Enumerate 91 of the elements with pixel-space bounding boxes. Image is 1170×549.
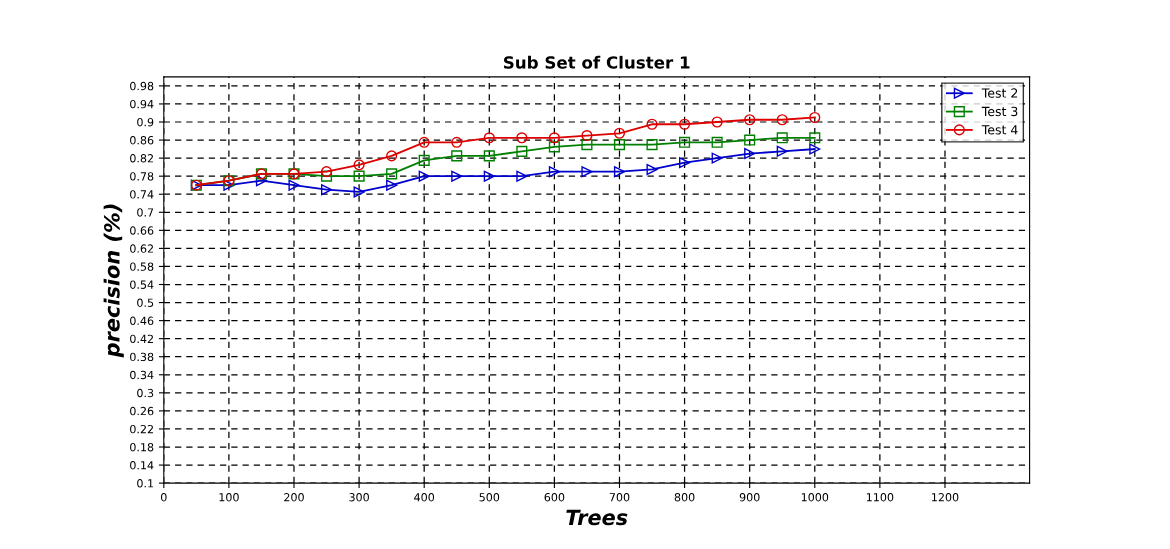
y-tick-label: 0.66	[130, 226, 154, 235]
point	[613, 139, 626, 151]
y-tick-label: 0.86	[130, 136, 154, 145]
point	[386, 168, 398, 180]
chart-title: Sub Set of Cluster 1	[504, 55, 690, 69]
point	[679, 136, 691, 148]
y-tick-label: 0.46	[130, 316, 154, 325]
point	[451, 150, 463, 162]
point	[288, 179, 300, 191]
x-tick-label: 1100	[866, 493, 894, 502]
point	[516, 132, 528, 144]
y-tick-label: 0.74	[130, 190, 154, 199]
y-tick-label: 0.3	[137, 388, 154, 398]
point	[679, 118, 691, 130]
x-tick-label: 900	[739, 493, 760, 502]
y-tick-label: 0.22	[130, 424, 153, 434]
y-tick-label: 0.26	[130, 406, 154, 416]
point	[581, 129, 593, 142]
point	[776, 145, 788, 157]
point	[809, 143, 821, 155]
point	[548, 166, 560, 178]
point	[386, 179, 398, 191]
x-tick-label: 600	[544, 493, 565, 502]
x-tick-label: 500	[479, 493, 500, 502]
y-tick-label: 0.82	[130, 154, 153, 163]
y-tick-label: 0.14	[130, 461, 154, 470]
y-tick-label: 0.5	[137, 298, 154, 307]
point	[320, 166, 333, 178]
point	[711, 136, 723, 148]
y-tick-label: 0.78	[130, 172, 154, 181]
y-tick-label: 0.34	[130, 370, 154, 380]
y-tick-label: 0.38	[130, 352, 154, 362]
y-tick-label: 0.54	[130, 280, 154, 289]
point	[255, 175, 268, 187]
point	[516, 170, 528, 182]
point	[613, 166, 626, 178]
point	[386, 150, 398, 162]
legend-label: Test 2	[981, 88, 1018, 98]
point	[744, 148, 756, 160]
point	[679, 157, 691, 169]
x-tick-label: 800	[674, 493, 695, 502]
y-tick-label: 0.42	[130, 334, 153, 344]
y-tick-label: 0.7	[137, 208, 154, 217]
y-tick-label: 0.18	[130, 442, 154, 452]
legend-label: Test 3	[981, 106, 1018, 117]
y-tick-label: 0.58	[130, 262, 154, 271]
x-tick-label: 100	[219, 493, 239, 502]
point	[548, 132, 560, 144]
point	[646, 139, 658, 151]
point	[418, 154, 430, 166]
x-tick-label: 1200	[932, 493, 959, 502]
y-axis-title: precision (%)	[103, 204, 124, 358]
point	[744, 114, 756, 126]
point	[418, 136, 430, 148]
point	[548, 141, 560, 153]
point	[776, 114, 788, 126]
point	[483, 150, 495, 162]
x-tick-label: 300	[349, 493, 369, 502]
x-tick-label: 200	[284, 493, 304, 502]
y-tick-label: 0.9	[137, 117, 154, 127]
point	[711, 152, 723, 164]
y-tick-label: 0.98	[130, 81, 154, 91]
legend-label: Test 4	[981, 125, 1018, 135]
x-tick-label: 400	[414, 493, 435, 502]
point	[451, 136, 463, 148]
point	[809, 132, 821, 144]
x-tick-label: 700	[609, 493, 630, 502]
point	[581, 139, 593, 151]
point	[744, 134, 756, 146]
point	[353, 170, 365, 182]
point	[418, 170, 430, 182]
x-axis-title: Trees	[566, 509, 628, 526]
y-tick-label: 0.1	[137, 479, 154, 488]
point	[353, 186, 365, 198]
x-tick-label: 1000	[801, 493, 829, 502]
point	[711, 116, 723, 128]
point	[581, 166, 593, 178]
point	[516, 145, 528, 157]
point	[646, 163, 658, 175]
point	[320, 184, 333, 196]
point	[451, 170, 463, 182]
point	[646, 118, 658, 130]
point	[776, 132, 788, 144]
point	[483, 170, 495, 182]
point	[353, 159, 365, 171]
point	[483, 132, 495, 144]
y-tick-label: 0.94	[130, 99, 154, 109]
point	[809, 111, 821, 124]
x-tick-label: 0	[161, 493, 167, 502]
point	[613, 127, 626, 139]
y-tick-label: 0.62	[130, 244, 153, 253]
